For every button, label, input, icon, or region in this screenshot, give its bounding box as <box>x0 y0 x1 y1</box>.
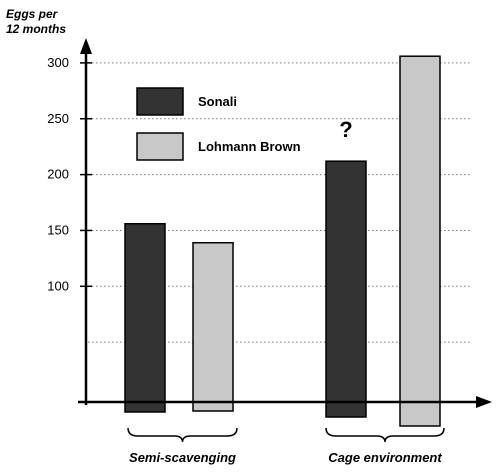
y-tick-label: 300 <box>47 55 69 70</box>
group-braces <box>127 427 445 443</box>
legend: Sonali Lohmann Brown <box>136 87 301 161</box>
bar-sonali-semi-scavenging <box>124 222 166 413</box>
legend-swatch-lohmann-brown <box>136 132 184 161</box>
annotations: ? <box>339 117 352 142</box>
bar-lohmann-brown-cage-environment <box>399 55 441 427</box>
group-label-cage-environment: Cage environment <box>328 450 442 465</box>
bar-sonali-cage-environment <box>325 160 367 418</box>
y-tick-label: 250 <box>47 111 69 126</box>
bars <box>124 55 441 427</box>
group-labels: Semi-scavenging Cage environment <box>129 450 442 465</box>
y-tick-label: 200 <box>47 167 69 182</box>
legend-swatch-sonali <box>136 87 184 116</box>
brace-cage-environment <box>325 427 445 443</box>
legend-label-lohmann-brown: Lohmann Brown <box>198 139 301 154</box>
x-axis-arrow <box>476 396 492 408</box>
group-label-semi-scavenging: Semi-scavenging <box>129 450 236 465</box>
y-axis-arrow <box>80 38 92 54</box>
y-tick-labels: 100 150 200 250 300 <box>47 55 92 293</box>
brace-semi-scavenging <box>127 427 238 443</box>
y-tick-label: 150 <box>47 222 69 237</box>
legend-label-sonali: Sonali <box>198 94 237 109</box>
y-tick-label: 100 <box>47 278 69 293</box>
axes <box>78 38 492 408</box>
annotation-question-mark: ? <box>339 117 352 142</box>
y-axis-label: Eggs per 12 months <box>6 7 66 36</box>
bar-lohmann-brown-semi-scavenging <box>192 241 234 412</box>
